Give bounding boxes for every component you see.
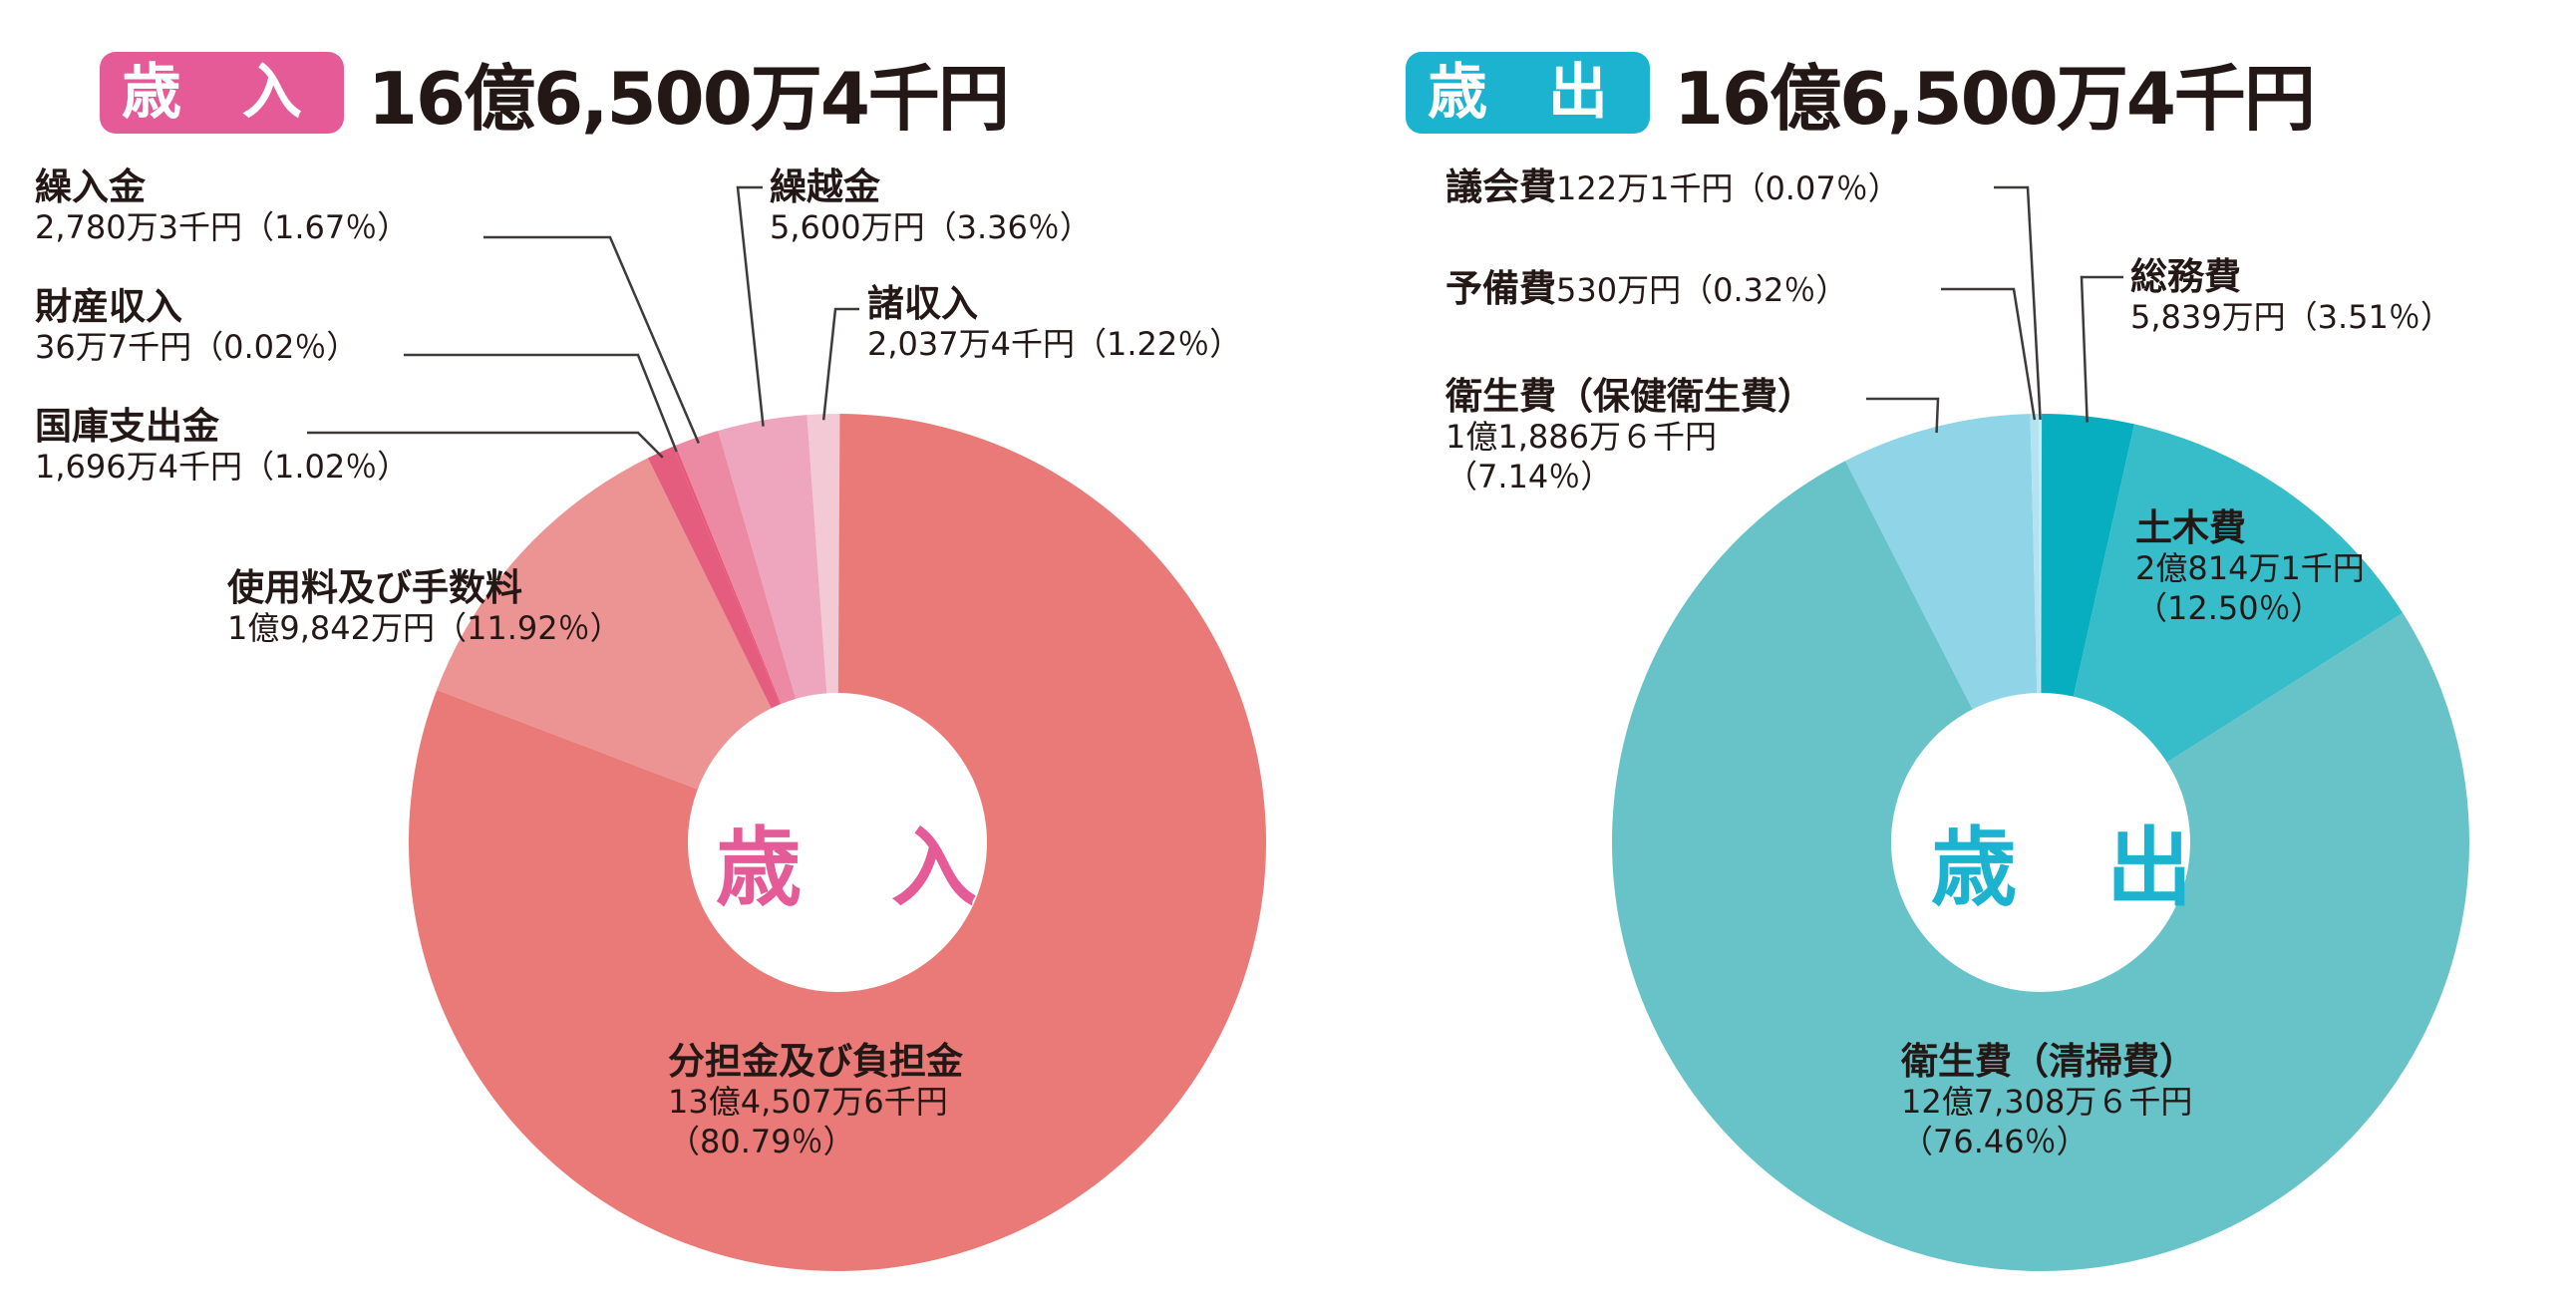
leader-kurikomi: [483, 235, 700, 444]
label-percent: （7.14％）: [1446, 458, 1613, 495]
label-name: 総務費: [2130, 255, 2241, 298]
revenue-badge: 歳 入: [100, 51, 344, 134]
label-value: 2,037万4千円（1.22％）: [867, 325, 1242, 363]
label-kurikoshi: 繰越金 5,600万円（3.36％）: [770, 167, 1092, 247]
label-value: 5,600万円（3.36％）: [770, 208, 1092, 246]
label-doboku: 土木費 2億814万1千円 （12.50％）: [2135, 508, 2365, 628]
label-kokko: 国庫支出金 1,696万4千円（1.02％）: [35, 407, 409, 487]
label-gikai: 議会費122万1千円（0.07％）: [1446, 167, 1900, 214]
label-name: 使用料及び手数料: [227, 566, 522, 609]
label-name: 衛生費（清掃費）: [1901, 1040, 2196, 1083]
label-name: 繰越金: [770, 165, 880, 208]
revenue-center-label: 歳 入: [716, 819, 1007, 918]
leader-zaisan: [404, 353, 678, 453]
label-name: 諸収入: [867, 282, 978, 325]
label-name: 予備費: [1446, 267, 1556, 310]
expenditure-panel: 歳 出 16億6,500万4千円 歳 出 議会費122万1千円（0.07％） 予…: [1288, 0, 2576, 1315]
label-name: 議会費: [1446, 165, 1556, 208]
label-value: 13億4,507万6千円: [668, 1083, 948, 1121]
label-zaisan: 財産収入 36万7千円（0.02％）: [35, 287, 358, 367]
label-value: 1,696万4千円（1.02％）: [35, 448, 410, 486]
expenditure-center-hole: [1891, 693, 2190, 992]
label-kurikomi: 繰入金 2,780万3千円（1.67％）: [35, 167, 409, 247]
revenue-pie-chart: [307, 185, 1266, 1271]
label-somu: 総務費 5,839万円（3.51％）: [2130, 257, 2452, 337]
label-value: 2億814万1千円: [2135, 549, 2365, 587]
leader-somu: [2080, 275, 2123, 423]
label-value: 5,839万円（3.51％）: [2130, 298, 2452, 336]
label-value: 1億9,842万円（11.92％）: [227, 609, 622, 647]
leader-hoken-eisei: [1866, 397, 1940, 434]
label-shiyoryo: 使用料及び手数料 1億9,842万円（11.92％）: [227, 568, 622, 648]
label-name: 土木費: [2135, 506, 2246, 549]
label-value: 2,780万3千円（1.67％）: [35, 208, 410, 246]
revenue-total: 16億6,500万4千円: [367, 57, 1010, 141]
label-hoken-eisei: 衛生費（保健衛生費） 1億1,886万６千円 （7.14％）: [1446, 377, 1814, 496]
label-value: 122万1千円（0.07％）: [1556, 169, 1900, 207]
revenue-panel: 歳 入 16億6,500万4千円 歳 入 繰入金 2,780万3千円（1.67％…: [35, 40, 1266, 1271]
label-name: 財産収入: [35, 285, 182, 328]
label-percent: （80.79％）: [668, 1123, 855, 1160]
expenditure-header: 歳 出 16億6,500万4千円: [1406, 40, 2316, 145]
label-seiso: 衛生費（清掃費） 12億7,308万６千円 （76.46％）: [1901, 1042, 2196, 1161]
label-yobi: 予備費530万円（0.32％）: [1446, 269, 1847, 316]
label-buntankin: 分担金及び負担金 13億4,507万6千円 （80.79％）: [668, 1042, 963, 1161]
revenue-center-hole: [688, 693, 987, 992]
leader-gikai: [1994, 185, 2042, 421]
label-name: 分担金及び負担金: [668, 1040, 963, 1083]
label-name: 国庫支出金: [35, 405, 219, 448]
expenditure-slice-5: [2039, 414, 2043, 842]
label-percent: （76.46％）: [1901, 1123, 2089, 1160]
revenue-header: 歳 入 16億6,500万4千円: [100, 40, 1010, 145]
leader-shoshunyu: [821, 307, 859, 421]
label-percent: （12.50％）: [2135, 589, 2323, 627]
label-name: 繰入金: [35, 165, 146, 208]
expenditure-pie-chart: [1612, 185, 2469, 1271]
label-name: 衛生費（保健衛生費）: [1446, 375, 1814, 418]
label-value: 36万7千円（0.02％）: [35, 328, 359, 366]
leader-yobi: [1941, 287, 2037, 421]
leader-kurikoshi: [736, 185, 765, 427]
leader-kokko: [307, 431, 664, 459]
expenditure-badge: 歳 出: [1406, 51, 1650, 134]
label-value: 530万円（0.32％）: [1556, 271, 1848, 309]
label-shoshunyu: 諸収入 2,037万4千円（1.22％）: [867, 284, 1241, 364]
label-value: 1億1,886万６千円: [1446, 418, 1717, 456]
expenditure-center-label: 歳 出: [1931, 819, 2222, 918]
label-value: 12億7,308万６千円: [1901, 1083, 2193, 1121]
expenditure-total: 16億6,500万4千円: [1673, 57, 2316, 141]
